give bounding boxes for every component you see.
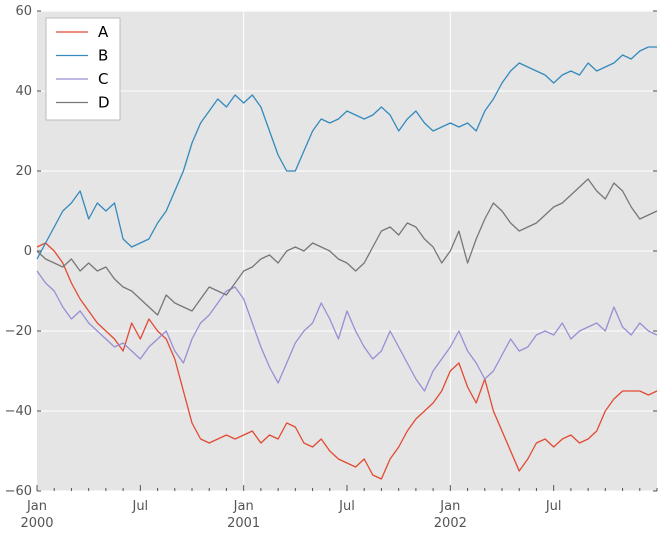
y-tick-label: 20 xyxy=(15,164,32,179)
plot-area xyxy=(37,10,657,492)
x-tick-label: Jan xyxy=(233,499,254,514)
series-line-a xyxy=(36,242,658,480)
x-tick-label: Jul xyxy=(131,499,148,514)
x-tick-label: Jul xyxy=(338,499,355,514)
y-tick-label: −40 xyxy=(5,404,32,419)
x-tick-label: Jan xyxy=(26,499,47,514)
x-tick-year-label: 2000 xyxy=(20,516,53,531)
legend-label-d: D xyxy=(98,94,110,112)
x-tick-year-label: 2001 xyxy=(227,516,260,531)
series-line-d xyxy=(36,178,658,316)
y-tick-label: −20 xyxy=(5,324,32,339)
y-tick-label: 0 xyxy=(24,244,32,259)
legend-label-a: A xyxy=(98,23,109,41)
y-tick-label: −60 xyxy=(5,484,32,499)
y-tick-label: 40 xyxy=(15,84,32,99)
y-tick-label: 60 xyxy=(15,4,32,19)
x-tick-label: Jul xyxy=(545,499,562,514)
series-line-b xyxy=(36,46,657,260)
series-lines xyxy=(36,46,658,480)
series-line-c xyxy=(36,270,658,392)
legend-label-c: C xyxy=(98,70,108,88)
legend-label-b: B xyxy=(98,47,108,65)
x-tick-year-label: 2002 xyxy=(434,516,467,531)
x-tick-label: Jan xyxy=(439,499,460,514)
